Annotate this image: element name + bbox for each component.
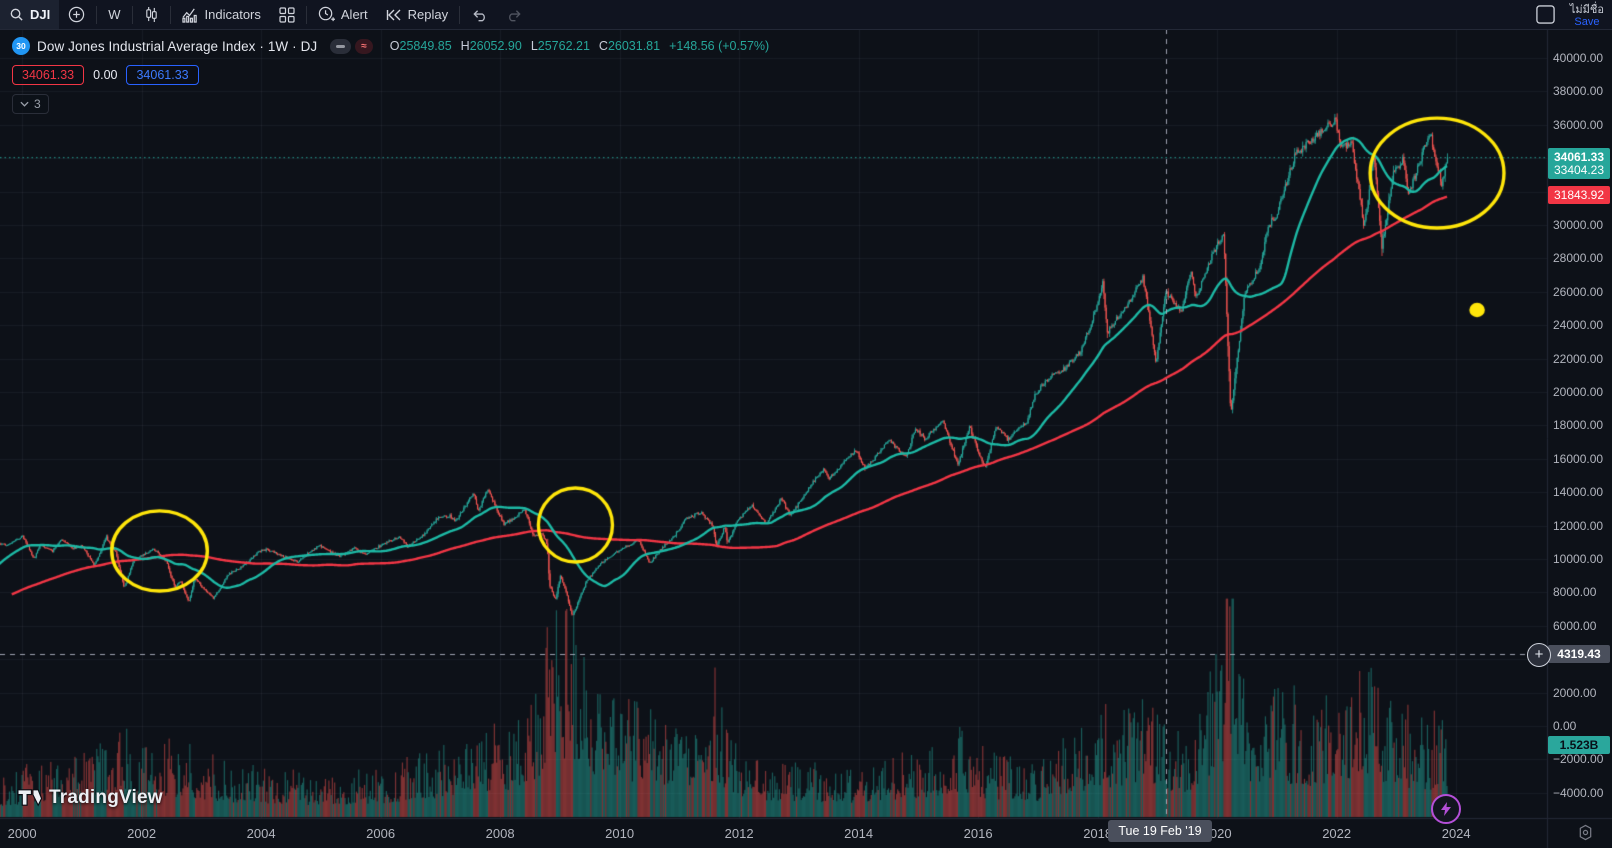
redo-button[interactable] <box>497 0 532 29</box>
x-axis-label: 2008 <box>485 826 515 841</box>
y-axis-label: 26000.00 <box>1553 284 1604 299</box>
y-axis-label: 20000.00 <box>1553 384 1604 399</box>
y-axis-label: 30000.00 <box>1553 217 1604 232</box>
y-axis-label: 0.00 <box>1553 718 1577 733</box>
volume-value-badge: 1.523B <box>1548 735 1610 754</box>
instant-order-lightning-icon[interactable] <box>1431 794 1461 824</box>
toolbar-separator <box>305 5 307 24</box>
alert-label: Alert <box>340 7 368 22</box>
panel-toggle-button[interactable] <box>1531 0 1560 29</box>
ma-fast-price-badge: 33404.23 <box>1548 161 1610 180</box>
change-zero-value: 0.00 <box>93 68 118 82</box>
x-axis-label: 2006 <box>366 826 396 841</box>
delayed-data-icon[interactable]: ≈ <box>355 38 373 54</box>
replay-icon <box>386 8 402 22</box>
toolbar-separator <box>96 5 98 24</box>
y-axis-label: 14000.00 <box>1553 485 1604 500</box>
y-axis-label: 24000.00 <box>1553 318 1604 333</box>
y-axis-label: 8000.00 <box>1553 585 1597 600</box>
x-axis-label: 2022 <box>1322 826 1352 841</box>
price-line-label-red[interactable]: 34061.33 <box>12 65 85 85</box>
top-toolbar: DJI W Indicators <box>0 0 1612 30</box>
axis-settings-gear-icon[interactable] <box>1577 824 1594 846</box>
add-alert-plus-icon[interactable]: + <box>1527 642 1551 667</box>
x-axis-label: 2014 <box>844 826 874 841</box>
undo-button[interactable] <box>462 0 497 29</box>
chart-style-button[interactable] <box>135 0 168 29</box>
legend-symbol-title[interactable]: Dow Jones Industrial Average Index · 1W … <box>37 38 318 54</box>
y-axis-label: 6000.00 <box>1553 618 1597 633</box>
redo-icon <box>506 8 523 22</box>
x-axis-label: 2010 <box>605 826 635 841</box>
alert-clock-icon <box>318 6 335 23</box>
x-axis-label: 2002 <box>127 826 157 841</box>
y-axis-label: 38000.00 <box>1553 84 1604 99</box>
indicators-collapse-button[interactable]: 3 <box>12 94 49 114</box>
y-axis-label: 16000.00 <box>1553 451 1604 466</box>
y-axis-label: 18000.00 <box>1553 418 1604 433</box>
symbol-logo: 30 <box>12 37 30 55</box>
x-axis-label: 2016 <box>963 826 993 841</box>
tradingview-logo-icon <box>17 789 43 807</box>
toolbar-separator <box>169 5 171 24</box>
indicators-icon <box>181 7 199 23</box>
symbol-label: DJI <box>30 7 51 22</box>
y-axis-label: 40000.00 <box>1553 50 1604 65</box>
price-line-label-blue[interactable]: 34061.33 <box>126 65 199 85</box>
y-axis-label: −2000.00 <box>1553 752 1604 767</box>
tradingview-watermark[interactable]: TradingView <box>16 784 163 811</box>
interval-button[interactable]: W <box>99 0 129 29</box>
replay-button[interactable]: Replay <box>377 0 457 29</box>
y-axis-label: 2000.00 <box>1553 685 1597 700</box>
toolbar-separator <box>131 5 133 24</box>
undo-icon <box>471 8 488 22</box>
compare-add-symbol-button[interactable] <box>59 0 94 29</box>
y-axis-label: 10000.00 <box>1553 551 1604 566</box>
chart-legend: 30 Dow Jones Industrial Average Index · … <box>12 36 769 114</box>
chevron-down-icon <box>20 101 29 107</box>
candlestick-icon <box>144 6 159 23</box>
watermark-text: TradingView <box>49 786 163 808</box>
collapsed-count: 3 <box>34 97 41 111</box>
crosshair-date-label: Tue 19 Feb '19 <box>1108 820 1212 842</box>
ma-slow-price-badge: 31843.92 <box>1548 186 1610 205</box>
x-axis-label: 2004 <box>246 826 276 841</box>
crosshair-price-badge: 4319.43 <box>1548 644 1610 663</box>
search-icon <box>9 7 24 22</box>
y-axis-label: 22000.00 <box>1553 351 1604 366</box>
ohlc-values: O25849.85 H26052.90 L25762.21 C26031.81 … <box>389 39 770 53</box>
x-axis-label: 2012 <box>724 826 754 841</box>
toolbar-separator <box>459 5 461 24</box>
indicators-button[interactable]: Indicators <box>173 0 270 29</box>
change-value: +148.56 (+0.57%) <box>669 39 770 53</box>
visibility-toggle-icon[interactable] <box>330 38 352 54</box>
x-axis-label: 2018 <box>1083 826 1113 841</box>
interval-label: W <box>108 7 121 22</box>
replay-label: Replay <box>407 7 449 22</box>
y-axis-label: 36000.00 <box>1553 117 1604 132</box>
indicators-label: Indicators <box>204 7 261 22</box>
x-axis-label: 2000 <box>7 826 37 841</box>
alert-button[interactable]: Alert <box>309 0 377 29</box>
layout-save-block: ไม่มีชื่อ Save <box>1570 4 1604 28</box>
layout-name: ไม่มีชื่อ <box>1569 3 1604 16</box>
save-button[interactable]: Save <box>1574 15 1600 28</box>
y-axis-label: 28000.00 <box>1553 251 1604 266</box>
y-axis-label: 12000.00 <box>1553 518 1604 533</box>
x-axis-label: 2024 <box>1441 826 1471 841</box>
plus-circle-icon <box>68 6 85 23</box>
layout-grid-button[interactable] <box>270 0 304 29</box>
y-axis-label: −4000.00 <box>1553 785 1604 800</box>
grid-layout-icon <box>279 6 295 23</box>
panel-square-icon <box>1535 4 1556 25</box>
symbol-search-button[interactable]: DJI <box>0 0 60 29</box>
